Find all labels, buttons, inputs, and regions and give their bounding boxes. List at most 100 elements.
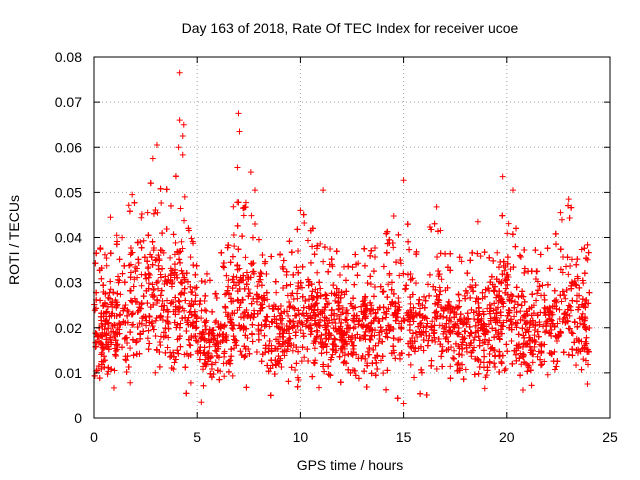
data-point <box>304 313 311 320</box>
data-point <box>466 323 473 330</box>
data-point <box>390 335 397 342</box>
data-point <box>364 362 371 369</box>
data-point <box>300 333 307 340</box>
data-point <box>149 238 156 245</box>
data-point <box>331 335 338 342</box>
data-point <box>242 254 249 261</box>
data-point <box>486 358 493 365</box>
data-point <box>396 352 403 359</box>
data-point <box>107 286 114 293</box>
data-point <box>541 296 548 303</box>
data-point <box>174 336 181 343</box>
data-point <box>422 328 429 335</box>
data-point <box>299 344 306 351</box>
data-point <box>500 258 507 265</box>
data-point <box>541 358 548 365</box>
data-point <box>119 234 126 241</box>
data-point <box>112 351 119 358</box>
data-point <box>114 301 121 308</box>
data-point <box>242 352 249 359</box>
data-point <box>301 312 308 319</box>
data-point <box>295 269 302 276</box>
data-point <box>201 319 208 326</box>
data-point <box>249 234 256 241</box>
data-point <box>249 268 256 275</box>
data-point <box>144 258 151 265</box>
data-point <box>312 313 319 320</box>
data-point <box>444 264 451 271</box>
data-point <box>544 281 551 288</box>
data-point <box>433 315 440 322</box>
data-point <box>518 302 525 309</box>
data-point <box>177 279 184 286</box>
data-point <box>263 313 270 320</box>
data-point <box>96 375 103 382</box>
data-point <box>258 327 265 334</box>
data-point <box>286 238 293 245</box>
data-point <box>138 320 145 327</box>
data-point <box>458 352 465 359</box>
data-point <box>240 212 247 219</box>
data-point <box>415 300 422 307</box>
data-point <box>202 278 209 285</box>
data-point <box>271 313 278 320</box>
data-point <box>201 307 208 314</box>
data-point <box>376 335 383 342</box>
data-point <box>301 354 308 361</box>
data-point <box>498 322 505 329</box>
data-point <box>192 285 199 292</box>
data-point <box>506 309 513 316</box>
data-point <box>98 358 105 365</box>
data-point <box>432 286 439 293</box>
data-point <box>395 294 402 301</box>
data-point <box>283 323 290 330</box>
data-point <box>470 309 477 316</box>
data-point <box>327 356 334 363</box>
data-point <box>392 300 399 307</box>
data-point <box>490 257 497 264</box>
data-point <box>277 355 284 362</box>
data-point <box>131 199 138 206</box>
data-point <box>312 320 319 327</box>
data-point <box>352 334 359 341</box>
data-point <box>444 302 451 309</box>
data-point <box>316 322 323 329</box>
data-point <box>164 297 171 304</box>
data-point <box>343 307 350 314</box>
data-point <box>187 283 194 290</box>
data-point <box>293 344 300 351</box>
data-point <box>271 371 278 378</box>
data-point <box>220 360 227 367</box>
data-point <box>157 271 164 278</box>
data-point <box>571 319 578 326</box>
data-point <box>153 279 160 286</box>
data-point <box>187 342 194 349</box>
data-point <box>420 324 427 331</box>
data-point <box>138 282 145 289</box>
data-point <box>546 265 553 272</box>
data-point <box>170 349 177 356</box>
data-point <box>318 332 325 339</box>
data-point <box>436 322 443 329</box>
data-point <box>311 345 318 352</box>
data-point <box>109 299 116 306</box>
data-point <box>170 231 177 238</box>
data-point <box>498 358 505 365</box>
data-point <box>351 312 358 319</box>
data-point <box>407 300 414 307</box>
data-point <box>463 344 470 351</box>
data-point <box>140 293 147 300</box>
data-point <box>255 322 262 329</box>
data-point <box>212 359 219 366</box>
data-point <box>163 226 170 233</box>
data-point <box>368 326 375 333</box>
data-point <box>426 292 433 299</box>
data-point <box>476 337 483 344</box>
data-point <box>548 350 555 357</box>
data-point <box>223 272 230 279</box>
data-point <box>508 326 515 333</box>
data-point <box>362 293 369 300</box>
data-point <box>413 312 420 319</box>
data-point <box>190 262 197 269</box>
data-point <box>476 342 483 349</box>
